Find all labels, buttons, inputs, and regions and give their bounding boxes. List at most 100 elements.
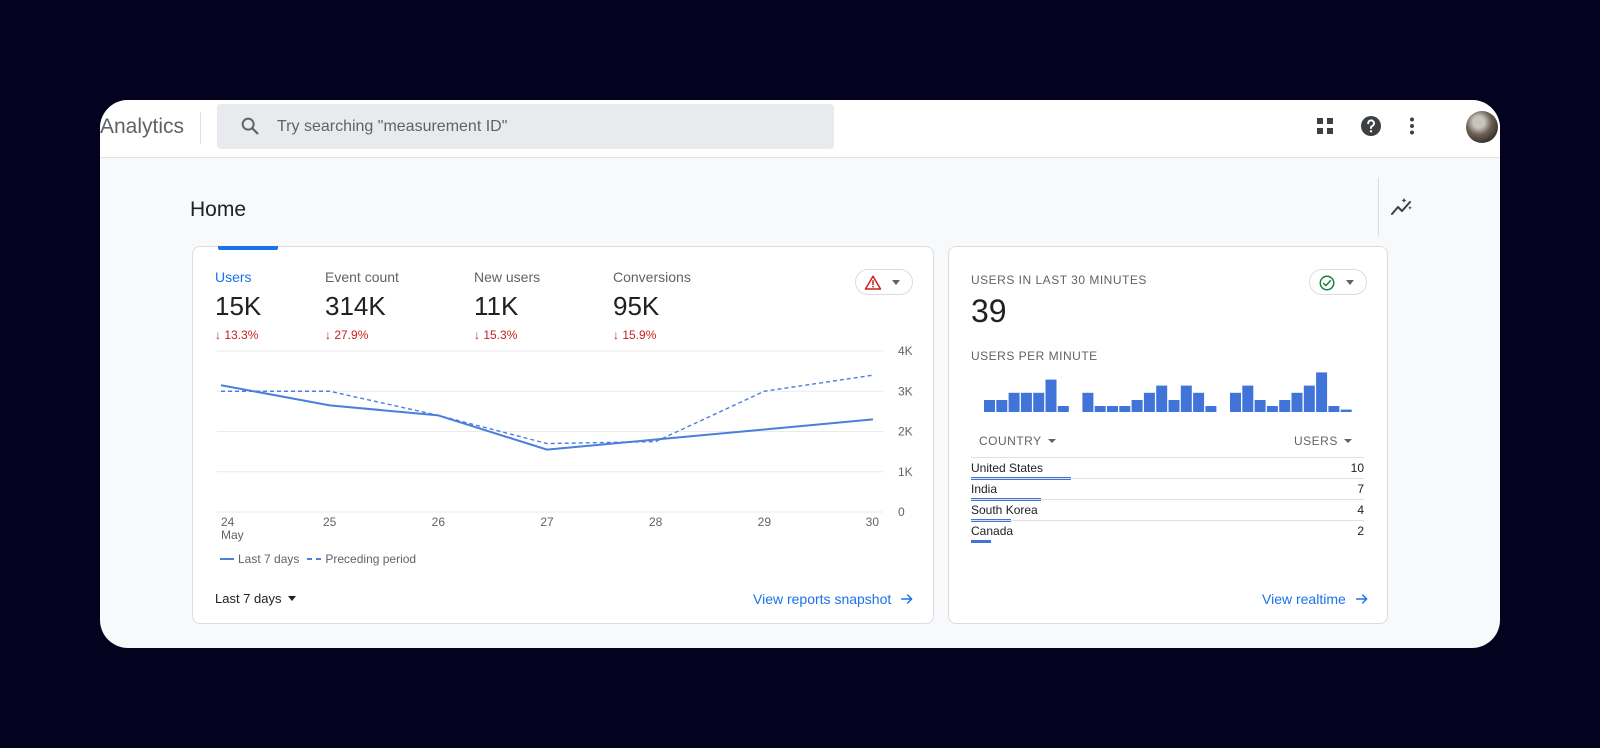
per-minute-bar[interactable] (1119, 406, 1131, 412)
metric-conversions[interactable]: Conversions 95K ↓ 15.9% (613, 269, 691, 342)
per-minute-bar[interactable] (1180, 385, 1192, 412)
realtime-title: USERS IN LAST 30 MINUTES (971, 273, 1147, 287)
metric-label: Conversions (613, 269, 691, 285)
view-realtime-label: View realtime (1262, 591, 1346, 607)
series-line-preceding-period (221, 374, 874, 445)
caret-down-icon (287, 596, 296, 601)
metric-new-users[interactable]: New users 11K ↓ 15.3% (474, 269, 540, 342)
metric-users[interactable]: Users 15K ↓ 13.3% (215, 269, 261, 342)
metric-label: New users (474, 269, 541, 285)
per-minute-bar[interactable] (1168, 400, 1180, 412)
per-minute-bar[interactable] (1020, 392, 1032, 412)
overview-card: Users 15K ↓ 13.3% Event count 314K ↓ 27.… (192, 246, 934, 624)
search-icon (241, 117, 259, 135)
per-minute-bar[interactable] (1230, 392, 1241, 412)
per-minute-bar[interactable] (1033, 392, 1045, 412)
legend-solid-swatch (220, 558, 234, 560)
users-header-label: USERS (1294, 434, 1338, 448)
metric-value: 11K (474, 291, 519, 321)
per-minute-bar[interactable] (1266, 406, 1278, 412)
per-minute-bar[interactable] (1328, 406, 1340, 412)
more-vert-icon[interactable] (1400, 114, 1424, 138)
per-minute-bar[interactable] (1094, 406, 1106, 412)
per-minute-bar[interactable] (1082, 392, 1094, 412)
insights-icon[interactable] (1390, 195, 1414, 219)
metric-value: 95K (613, 291, 660, 321)
country-users: 2 (1357, 524, 1364, 538)
per-minute-bar[interactable] (1242, 385, 1254, 412)
search-input[interactable] (277, 104, 817, 149)
per-minute-bar[interactable] (1131, 400, 1143, 412)
insight-status-dropdown[interactable] (855, 269, 913, 295)
per-minute-bar[interactable] (1279, 400, 1291, 412)
y-tick-label: 0 (898, 505, 905, 519)
help-icon[interactable] (1359, 114, 1383, 138)
arrow-right-icon (901, 594, 913, 604)
avatar[interactable] (1466, 111, 1498, 143)
view-realtime-link[interactable]: View realtime (1262, 591, 1370, 607)
users-per-minute-chart (984, 372, 1352, 412)
per-minute-bar[interactable] (984, 400, 995, 412)
series-line-last-7-days (220, 384, 874, 451)
per-minute-bar[interactable] (1303, 385, 1315, 412)
y-tick-label: 1K (898, 465, 913, 479)
users-column-header[interactable]: USERS (1294, 434, 1352, 448)
table-row[interactable]: India 7 (971, 478, 1364, 501)
metric-label: Users (215, 269, 252, 285)
table-row[interactable]: South Korea 4 (971, 499, 1364, 522)
country-table: United States 10 India 7 South Korea 4 C… (971, 457, 1364, 543)
per-minute-bar[interactable] (1291, 392, 1303, 412)
per-minute-bar[interactable] (996, 400, 1008, 412)
metric-change: ↓ 15.3% (474, 328, 518, 342)
y-tick-label: 3K (898, 384, 913, 398)
metric-event-count[interactable]: Event count 314K ↓ 27.9% (325, 269, 399, 342)
sort-caret-icon (1343, 439, 1352, 443)
per-minute-bar[interactable] (1340, 409, 1352, 412)
topbar-divider (200, 112, 201, 144)
x-tick-label: 30 (866, 515, 880, 529)
country-name: Canada (971, 524, 1014, 538)
table-row[interactable]: Canada 2 (971, 520, 1364, 543)
x-tick-label: 25 (323, 515, 337, 529)
per-minute-bar[interactable] (1156, 385, 1168, 412)
x-tick-label: May (221, 528, 244, 542)
country-column-header[interactable]: COUNTRY (979, 434, 1056, 448)
per-minute-bar[interactable] (1045, 379, 1057, 412)
x-tick-label: 28 (649, 515, 663, 529)
sort-caret-icon (1047, 439, 1056, 443)
table-row[interactable]: United States 10 (971, 457, 1364, 480)
metric-change: ↓ 27.9% (325, 328, 369, 342)
legend-dashed-swatch (307, 558, 322, 560)
view-reports-snapshot-link[interactable]: View reports snapshot (753, 591, 915, 607)
top-bar: Analytics (100, 100, 1500, 158)
date-range-dropdown[interactable]: Last 7 days (215, 591, 296, 606)
check-circle-icon (1319, 275, 1335, 291)
arrow-right-icon (1355, 594, 1368, 604)
date-range-label: Last 7 days (215, 591, 282, 606)
analytics-window: Analytics Home (100, 100, 1500, 648)
page-title: Home (190, 198, 247, 221)
per-minute-bar[interactable] (1107, 406, 1118, 412)
active-tab-indicator (218, 246, 278, 250)
per-minute-bar[interactable] (1205, 406, 1217, 412)
metric-value: 314K (325, 291, 386, 321)
realtime-status-dropdown[interactable] (1309, 269, 1367, 295)
users-per-minute-title: USERS PER MINUTE (971, 349, 1098, 363)
apps-grid-icon[interactable] (1313, 114, 1337, 138)
realtime-users-count: 39 (971, 293, 1007, 329)
per-minute-bar[interactable] (1316, 372, 1328, 412)
per-minute-bar[interactable] (1057, 406, 1069, 412)
per-minute-bar[interactable] (1193, 392, 1205, 412)
metric-value: 15K (215, 291, 262, 321)
per-minute-bar[interactable] (1008, 392, 1020, 412)
legend-item-preceding-period: Preceding period (325, 552, 417, 566)
metric-change: ↓ 15.9% (613, 328, 657, 342)
per-minute-bar[interactable] (1254, 400, 1266, 412)
search-bar[interactable] (217, 104, 834, 149)
right-divider (1378, 178, 1379, 236)
view-reports-snapshot-label: View reports snapshot (753, 591, 892, 607)
country-name: India (971, 482, 998, 496)
x-tick-label: 26 (432, 515, 446, 529)
per-minute-bar[interactable] (1143, 392, 1155, 412)
chart-legend: Last 7 days Preceding period (220, 552, 416, 566)
